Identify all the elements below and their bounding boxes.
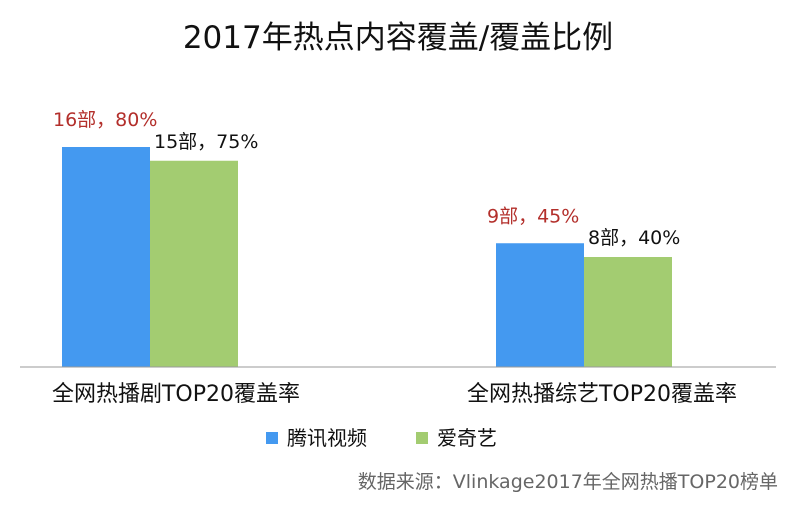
data-label-tencent-dramas: 16部，80% — [53, 109, 157, 131]
chart-title: 2017年热点内容覆盖/覆盖比例 — [183, 20, 613, 56]
category-label-dramas: 全网热播剧TOP20覆盖率 — [52, 382, 300, 407]
data-label-iqiyi-variety: 8部，40% — [588, 227, 680, 249]
bar-tencent-variety — [496, 243, 584, 367]
legend-label-tencent: 腾讯视频 — [287, 426, 367, 450]
data-label-tencent-variety: 9部，45% — [487, 205, 579, 227]
data-label-iqiyi-dramas: 15部，75% — [154, 131, 258, 153]
source-note: 数据来源：Vlinkage2017年全网热播TOP20榜单 — [358, 471, 778, 493]
bar-group — [62, 147, 672, 367]
bar-iqiyi-variety — [584, 257, 672, 367]
legend: 腾讯视频 爱奇艺 — [266, 426, 497, 450]
bar-tencent-dramas — [62, 147, 150, 367]
legend-label-iqiyi: 爱奇艺 — [437, 426, 497, 450]
data-label-group: 16部，80% 9部，45% 15部，75% 8部，40% — [53, 109, 680, 249]
category-label-variety: 全网热播综艺TOP20覆盖率 — [467, 382, 737, 407]
legend-swatch-tencent — [266, 432, 278, 444]
bar-iqiyi-dramas — [150, 160, 238, 367]
legend-swatch-iqiyi — [416, 432, 428, 444]
